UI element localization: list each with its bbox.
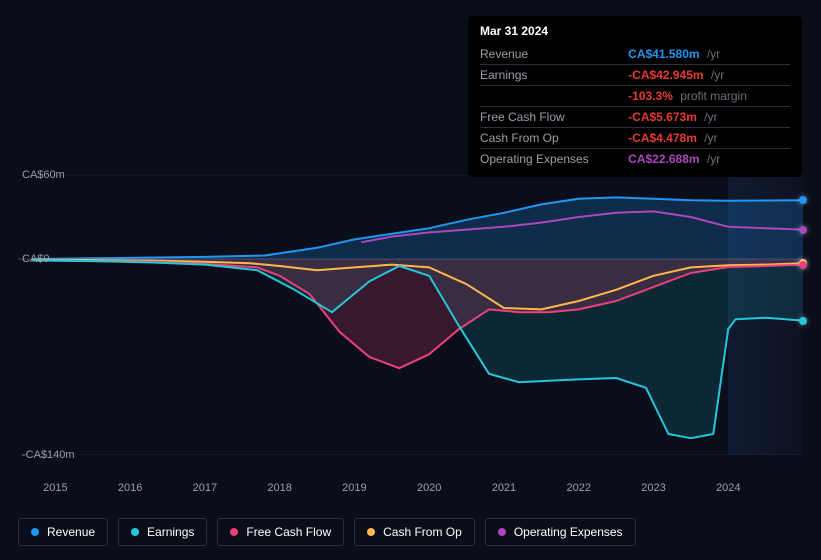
legend-item-fcf[interactable]: Free Cash Flow bbox=[217, 518, 344, 546]
tooltip-metric-unit: /yr bbox=[697, 110, 718, 124]
legend-label: Earnings bbox=[147, 525, 194, 539]
tooltip-metric-unit: /yr bbox=[700, 152, 721, 166]
tooltip-metric-unit: profit margin bbox=[673, 89, 747, 103]
tooltip-metric-unit: /yr bbox=[704, 68, 725, 82]
x-axis-label: 2023 bbox=[641, 482, 665, 494]
legend-dot bbox=[31, 528, 39, 536]
legend-label: Revenue bbox=[47, 525, 95, 539]
tooltip-metric-value: -103.3% bbox=[628, 89, 673, 103]
legend-item-earnings[interactable]: Earnings bbox=[118, 518, 207, 546]
series-end-dot bbox=[799, 317, 807, 325]
chart-tooltip: Mar 31 2024 RevenueCA$41.580m /yr Earning… bbox=[468, 16, 802, 177]
tooltip-metric-label bbox=[480, 86, 628, 107]
tooltip-metric-value: CA$22.688m bbox=[628, 152, 699, 166]
tooltip-metric-value: -CA$5.673m bbox=[628, 110, 697, 124]
x-axis-label: 2024 bbox=[716, 482, 740, 494]
chart-legend: Revenue Earnings Free Cash Flow Cash From O… bbox=[18, 518, 636, 546]
legend-label: Operating Expenses bbox=[514, 525, 623, 539]
tooltip-metric-label: Operating Expenses bbox=[480, 149, 628, 170]
tooltip-metric-value: -CA$4.478m bbox=[628, 131, 697, 145]
tooltip-metric-label: Earnings bbox=[480, 65, 628, 86]
legend-dot bbox=[367, 528, 375, 536]
tooltip-table: RevenueCA$41.580m /yr Earnings-CA$42.945m… bbox=[480, 44, 790, 169]
legend-dot bbox=[498, 528, 506, 536]
legend-dot bbox=[230, 528, 238, 536]
legend-label: Free Cash Flow bbox=[246, 525, 331, 539]
y-axis-label: CA$0 bbox=[22, 253, 50, 265]
x-axis-label: 2022 bbox=[566, 482, 590, 494]
tooltip-date: Mar 31 2024 bbox=[480, 24, 790, 38]
legend-item-revenue[interactable]: Revenue bbox=[18, 518, 108, 546]
x-axis-label: 2018 bbox=[267, 482, 291, 494]
legend-item-cash_op[interactable]: Cash From Op bbox=[354, 518, 475, 546]
tooltip-metric-label: Free Cash Flow bbox=[480, 107, 628, 128]
x-axis-label: 2015 bbox=[43, 482, 67, 494]
x-axis-label: 2016 bbox=[118, 482, 142, 494]
tooltip-metric-value: CA$41.580m bbox=[628, 47, 699, 61]
tooltip-metric-value: -CA$42.945m bbox=[628, 68, 703, 82]
x-axis-label: 2017 bbox=[193, 482, 217, 494]
legend-item-op_exp[interactable]: Operating Expenses bbox=[485, 518, 636, 546]
tooltip-metric-label: Cash From Op bbox=[480, 128, 628, 149]
chart-area: CA$60m CA$0 -CA$140m bbox=[18, 160, 803, 480]
tooltip-metric-unit: /yr bbox=[700, 47, 721, 61]
series-end-dot bbox=[799, 226, 807, 234]
plot-svg bbox=[18, 175, 803, 455]
y-axis-label: CA$60m bbox=[22, 169, 65, 181]
legend-label: Cash From Op bbox=[383, 525, 462, 539]
y-axis-label: -CA$140m bbox=[22, 449, 75, 461]
x-axis-label: 2019 bbox=[342, 482, 366, 494]
series-end-dot bbox=[799, 196, 807, 204]
x-axis-label: 2020 bbox=[417, 482, 441, 494]
tooltip-metric-label: Revenue bbox=[480, 44, 628, 65]
x-axis-label: 2021 bbox=[492, 482, 516, 494]
x-axis-labels: 2015 2016 2017 2018 2019 2020 2021 2022 2023 2024 bbox=[18, 482, 803, 502]
plot-area[interactable] bbox=[18, 175, 803, 455]
legend-dot bbox=[131, 528, 139, 536]
series-end-dot bbox=[799, 261, 807, 269]
tooltip-metric-unit: /yr bbox=[697, 131, 718, 145]
